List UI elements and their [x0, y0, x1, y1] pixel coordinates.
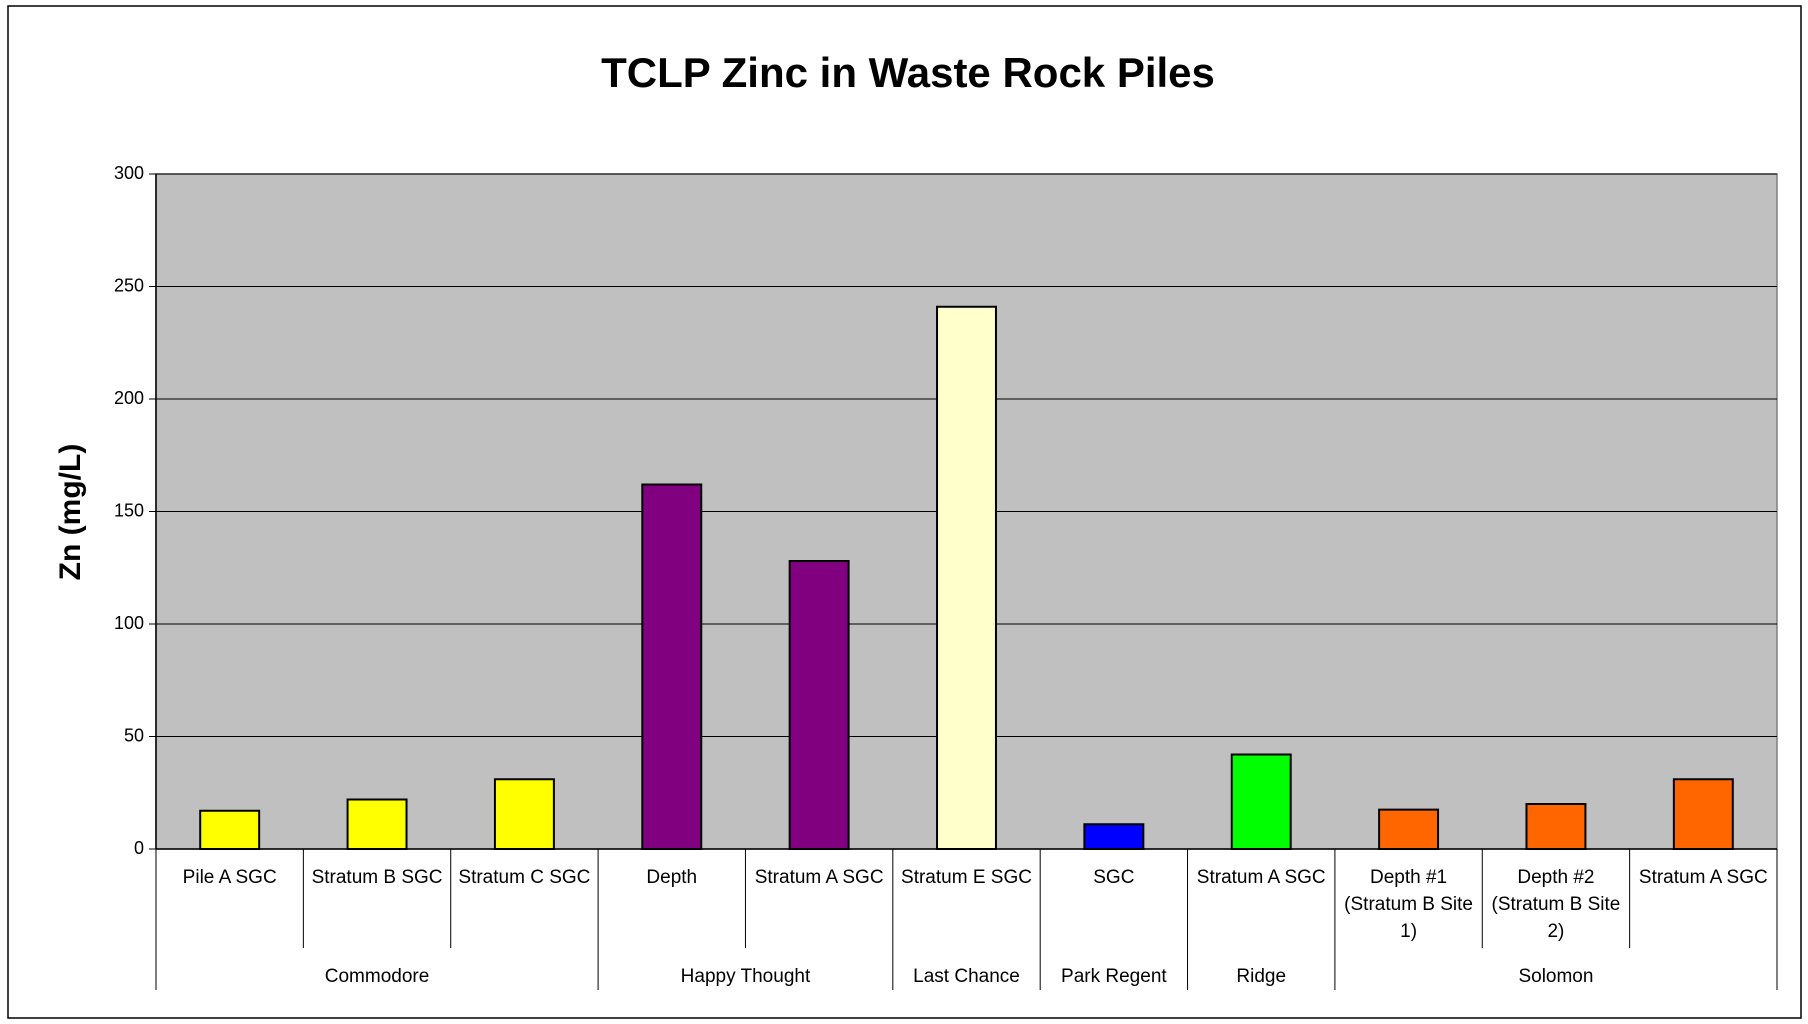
x-tick-label-box: Stratum E SGC — [901, 867, 1032, 888]
x-tick-label: Stratum E SGC — [901, 867, 1032, 888]
x-tick-label-box: Stratum A SGC — [1638, 867, 1768, 888]
x-tick-label: Pile A SGC — [182, 867, 277, 888]
y-axis-label: Zn (mg/L) — [54, 444, 87, 581]
x-tick-label: Depth #2 (Stratum B Site 2) — [1491, 867, 1621, 942]
group-label: Happy Thought — [681, 966, 811, 987]
y-tick-label: 250 — [114, 275, 144, 295]
bar — [936, 305, 997, 850]
x-tick-label-box: Stratum A SGC — [754, 867, 884, 888]
x-tick-label: SGC — [1093, 867, 1135, 888]
x-tick-label-box: Stratum A SGC — [1196, 867, 1326, 888]
group-label: Park Regent — [1061, 966, 1167, 987]
x-tick-label: Stratum A SGC — [1196, 867, 1326, 888]
bar — [641, 483, 703, 850]
x-tick-label: Stratum B SGC — [311, 867, 443, 888]
y-tick-label: 100 — [114, 613, 144, 633]
y-tick-label: 200 — [114, 388, 144, 408]
x-tick-label: Depth #1 (Stratum B Site 1) — [1344, 867, 1473, 942]
group-label: Last Chance — [913, 966, 1020, 987]
y-tick-label: 0 — [134, 838, 144, 858]
x-tick-label-box: Depth — [646, 867, 698, 888]
bar — [199, 809, 261, 850]
x-tick-label-box: SGC — [1093, 867, 1135, 888]
x-tick-label: Depth — [646, 867, 698, 888]
bar — [1083, 823, 1145, 850]
y-tick-label: 300 — [114, 163, 144, 183]
x-tick-label: Stratum C SGC — [458, 867, 591, 888]
bar — [1378, 808, 1440, 850]
x-tick-label-box: Stratum B SGC — [311, 867, 443, 888]
bar — [1230, 753, 1292, 850]
x-tick-label-box: Pile A SGC — [182, 867, 277, 888]
group-label: Commodore — [325, 966, 430, 987]
bar — [788, 560, 850, 850]
bar — [1672, 778, 1734, 850]
y-tick-label: 50 — [124, 725, 144, 745]
group-label: Solomon — [1518, 966, 1593, 987]
bar — [493, 778, 555, 850]
x-tick-label-box: Depth #1 (Stratum B Site 1) — [1344, 867, 1473, 942]
chart-title: TCLP Zinc in Waste Rock Piles — [601, 49, 1215, 96]
group-label: Ridge — [1236, 966, 1286, 987]
bar — [1525, 803, 1587, 850]
y-tick-label: 150 — [114, 500, 144, 520]
bar — [346, 798, 408, 850]
x-tick-label-box: Depth #2 (Stratum B Site 2) — [1491, 867, 1621, 942]
x-tick-label: Stratum A SGC — [1638, 867, 1768, 888]
x-tick-label: Stratum A SGC — [754, 867, 884, 888]
x-tick-label-box: Stratum C SGC — [458, 867, 591, 888]
